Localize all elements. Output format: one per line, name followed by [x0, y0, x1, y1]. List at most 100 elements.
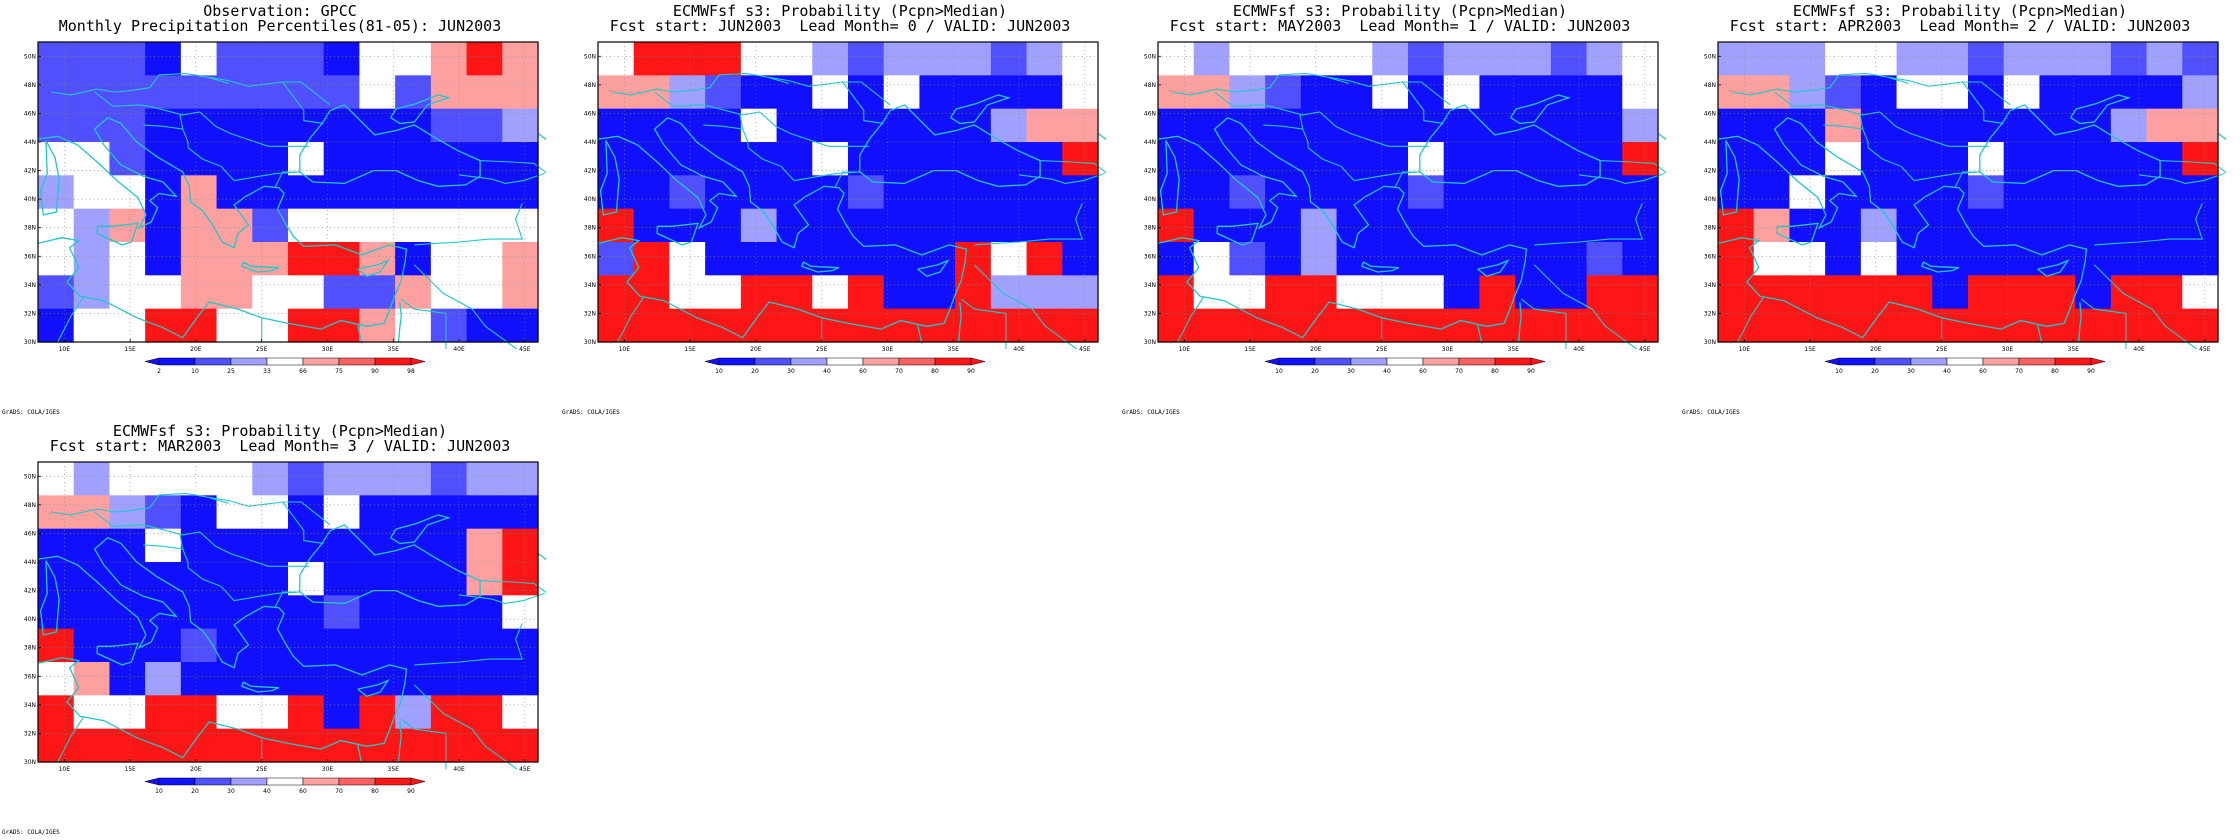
panel-title-line2: Fcst start: MAY2003 Lead Month= 1 / VALI…: [1169, 17, 1631, 35]
lon-tick-label: 10E: [59, 346, 71, 353]
grid-cell: [1265, 175, 1302, 210]
lat-tick-label: 50N: [24, 53, 36, 60]
grid-cell: [252, 75, 289, 110]
grid-cell: [812, 208, 849, 243]
lon-tick-label: 10E: [1739, 346, 1751, 353]
grid-cell: [740, 275, 778, 310]
colorbar-swatch: [230, 777, 268, 786]
grid-cell: [323, 175, 361, 210]
grid-cell: [1968, 42, 2005, 76]
grid-cell: [502, 528, 539, 563]
grid-cell: [1443, 108, 1481, 143]
grid-cell: [990, 42, 1028, 76]
grid-cell: [252, 275, 289, 310]
grid-cell: [359, 695, 396, 730]
colorbar-swatch: [1386, 357, 1424, 366]
lon-tick-label: 25E: [1936, 346, 1948, 353]
grid-cell: [633, 308, 671, 343]
grid-cell: [776, 275, 813, 310]
grid-cell: [1158, 242, 1195, 276]
country-border: [1859, 114, 1869, 148]
lat-tick-label: 40N: [24, 616, 36, 623]
grid-cell: [883, 108, 921, 143]
grid-cell: [2182, 175, 2219, 210]
grid-cell: [1825, 175, 1862, 210]
grid-cell: [1825, 242, 1862, 276]
grid-cell: [1718, 108, 1755, 143]
country-border: [1534, 203, 1643, 246]
grid-cell: [216, 75, 253, 110]
lat-tick-label: 36N: [1144, 253, 1156, 260]
grid-cell: [1622, 275, 1659, 310]
grid-cell: [359, 495, 396, 530]
coastline: [917, 259, 950, 278]
grid-cell: [1443, 75, 1481, 110]
grid-cell: [109, 308, 146, 343]
grid-cell: [919, 242, 956, 276]
grid-cell: [1443, 42, 1481, 76]
grid-cell: [145, 175, 182, 210]
grid-cell: [252, 728, 289, 763]
lon-tick-label: 35E: [388, 766, 400, 773]
grid-cell: [252, 528, 289, 563]
grid-cell: [848, 242, 885, 276]
country-border: [1774, 91, 1990, 147]
colorbar-label: 25: [227, 368, 235, 375]
grid-cell: [109, 662, 146, 696]
grid-cell: [323, 695, 361, 730]
lon-tick-label: 15E: [1244, 346, 1256, 353]
panel-title-line2: Monthly Precipitation Percentiles(81-05)…: [58, 17, 502, 35]
grid-cell: [1825, 142, 1862, 176]
grid-cell: [1265, 275, 1302, 310]
country-border: [1019, 172, 1105, 184]
grid-cell: [252, 42, 289, 76]
grid-cell: [323, 142, 361, 176]
lat-tick-label: 46N: [584, 110, 596, 117]
grid-cell: [776, 308, 813, 343]
colorbar-swatch: [1982, 357, 2020, 366]
lon-tick-label: 45E: [1639, 346, 1651, 353]
grid-cell: [1408, 175, 1445, 210]
grid-cell: [288, 695, 325, 730]
grid-cell: [466, 495, 503, 530]
grid-cell: [73, 728, 111, 763]
country-border: [974, 203, 1083, 246]
grid-cell: [109, 595, 146, 630]
coastline: [39, 140, 60, 216]
grid-cell: [1408, 275, 1445, 310]
grid-cell: [1479, 242, 1516, 276]
coastline: [957, 301, 962, 343]
colorbar-swatch: [374, 777, 412, 786]
grid-cell: [990, 242, 1028, 276]
grid-cell: [1789, 108, 1826, 143]
colorbar-label: 70: [2015, 368, 2023, 375]
colorbar-label: 80: [1491, 368, 1499, 375]
lon-tick-label: 30E: [2002, 346, 2014, 353]
grid-cell: [1300, 308, 1338, 343]
grid-cell: [1622, 308, 1659, 343]
lat-tick-label: 48N: [1144, 82, 1156, 89]
grads-credit: GrADS: COLA/IGES: [1122, 409, 1180, 416]
colorbar-right-arrow: [1530, 357, 1546, 366]
grid-cell: [1718, 42, 1755, 76]
colorbar-label: 80: [931, 368, 939, 375]
grid-cell: [990, 108, 1028, 143]
colorbar-label: 80: [2051, 368, 2059, 375]
grid-cell: [1026, 108, 1063, 143]
lat-tick-label: 42N: [24, 168, 36, 175]
country-border: [274, 591, 302, 608]
grid-cell: [1443, 142, 1481, 176]
lat-tick-label: 38N: [24, 225, 36, 232]
grid-cell: [1550, 208, 1588, 243]
grid-cell: [216, 108, 253, 143]
grid-cell: [430, 108, 468, 143]
grid-cell: [1789, 308, 1826, 343]
coastline: [1719, 140, 1740, 216]
grid-cell: [776, 108, 813, 143]
grid-cell: [848, 175, 885, 210]
grid-cell: [73, 662, 111, 696]
grid-cell: [1193, 75, 1231, 110]
coastline: [390, 514, 451, 545]
grid-cell: [1336, 308, 1373, 343]
precip-map: 30N 32N 34N 36N 38N 40N 42N 44N 46N 48N 50N 10E 15E 2…: [1144, 40, 1666, 380]
